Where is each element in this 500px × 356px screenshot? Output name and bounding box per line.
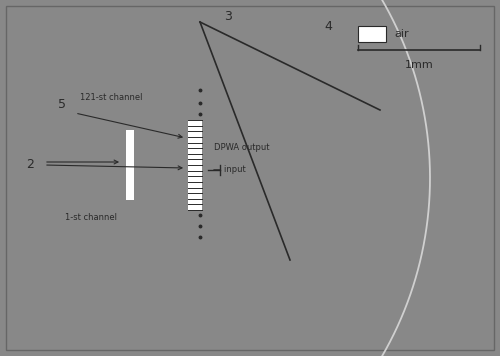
Text: 3: 3 [224, 10, 232, 22]
Bar [188, 120, 202, 210]
Text: 4: 4 [324, 20, 332, 32]
Text: — input: — input [213, 166, 246, 174]
Text: 121-st channel: 121-st channel [80, 94, 142, 103]
Text: 1mm: 1mm [404, 60, 434, 70]
Text: air: air [394, 29, 408, 39]
Bar [358, 26, 386, 42]
Text: 1-st channel: 1-st channel [65, 214, 117, 222]
Text: 5: 5 [58, 99, 66, 111]
Text: DPWA output: DPWA output [214, 143, 270, 152]
Bar [126, 130, 134, 200]
Text: 2: 2 [26, 158, 34, 172]
